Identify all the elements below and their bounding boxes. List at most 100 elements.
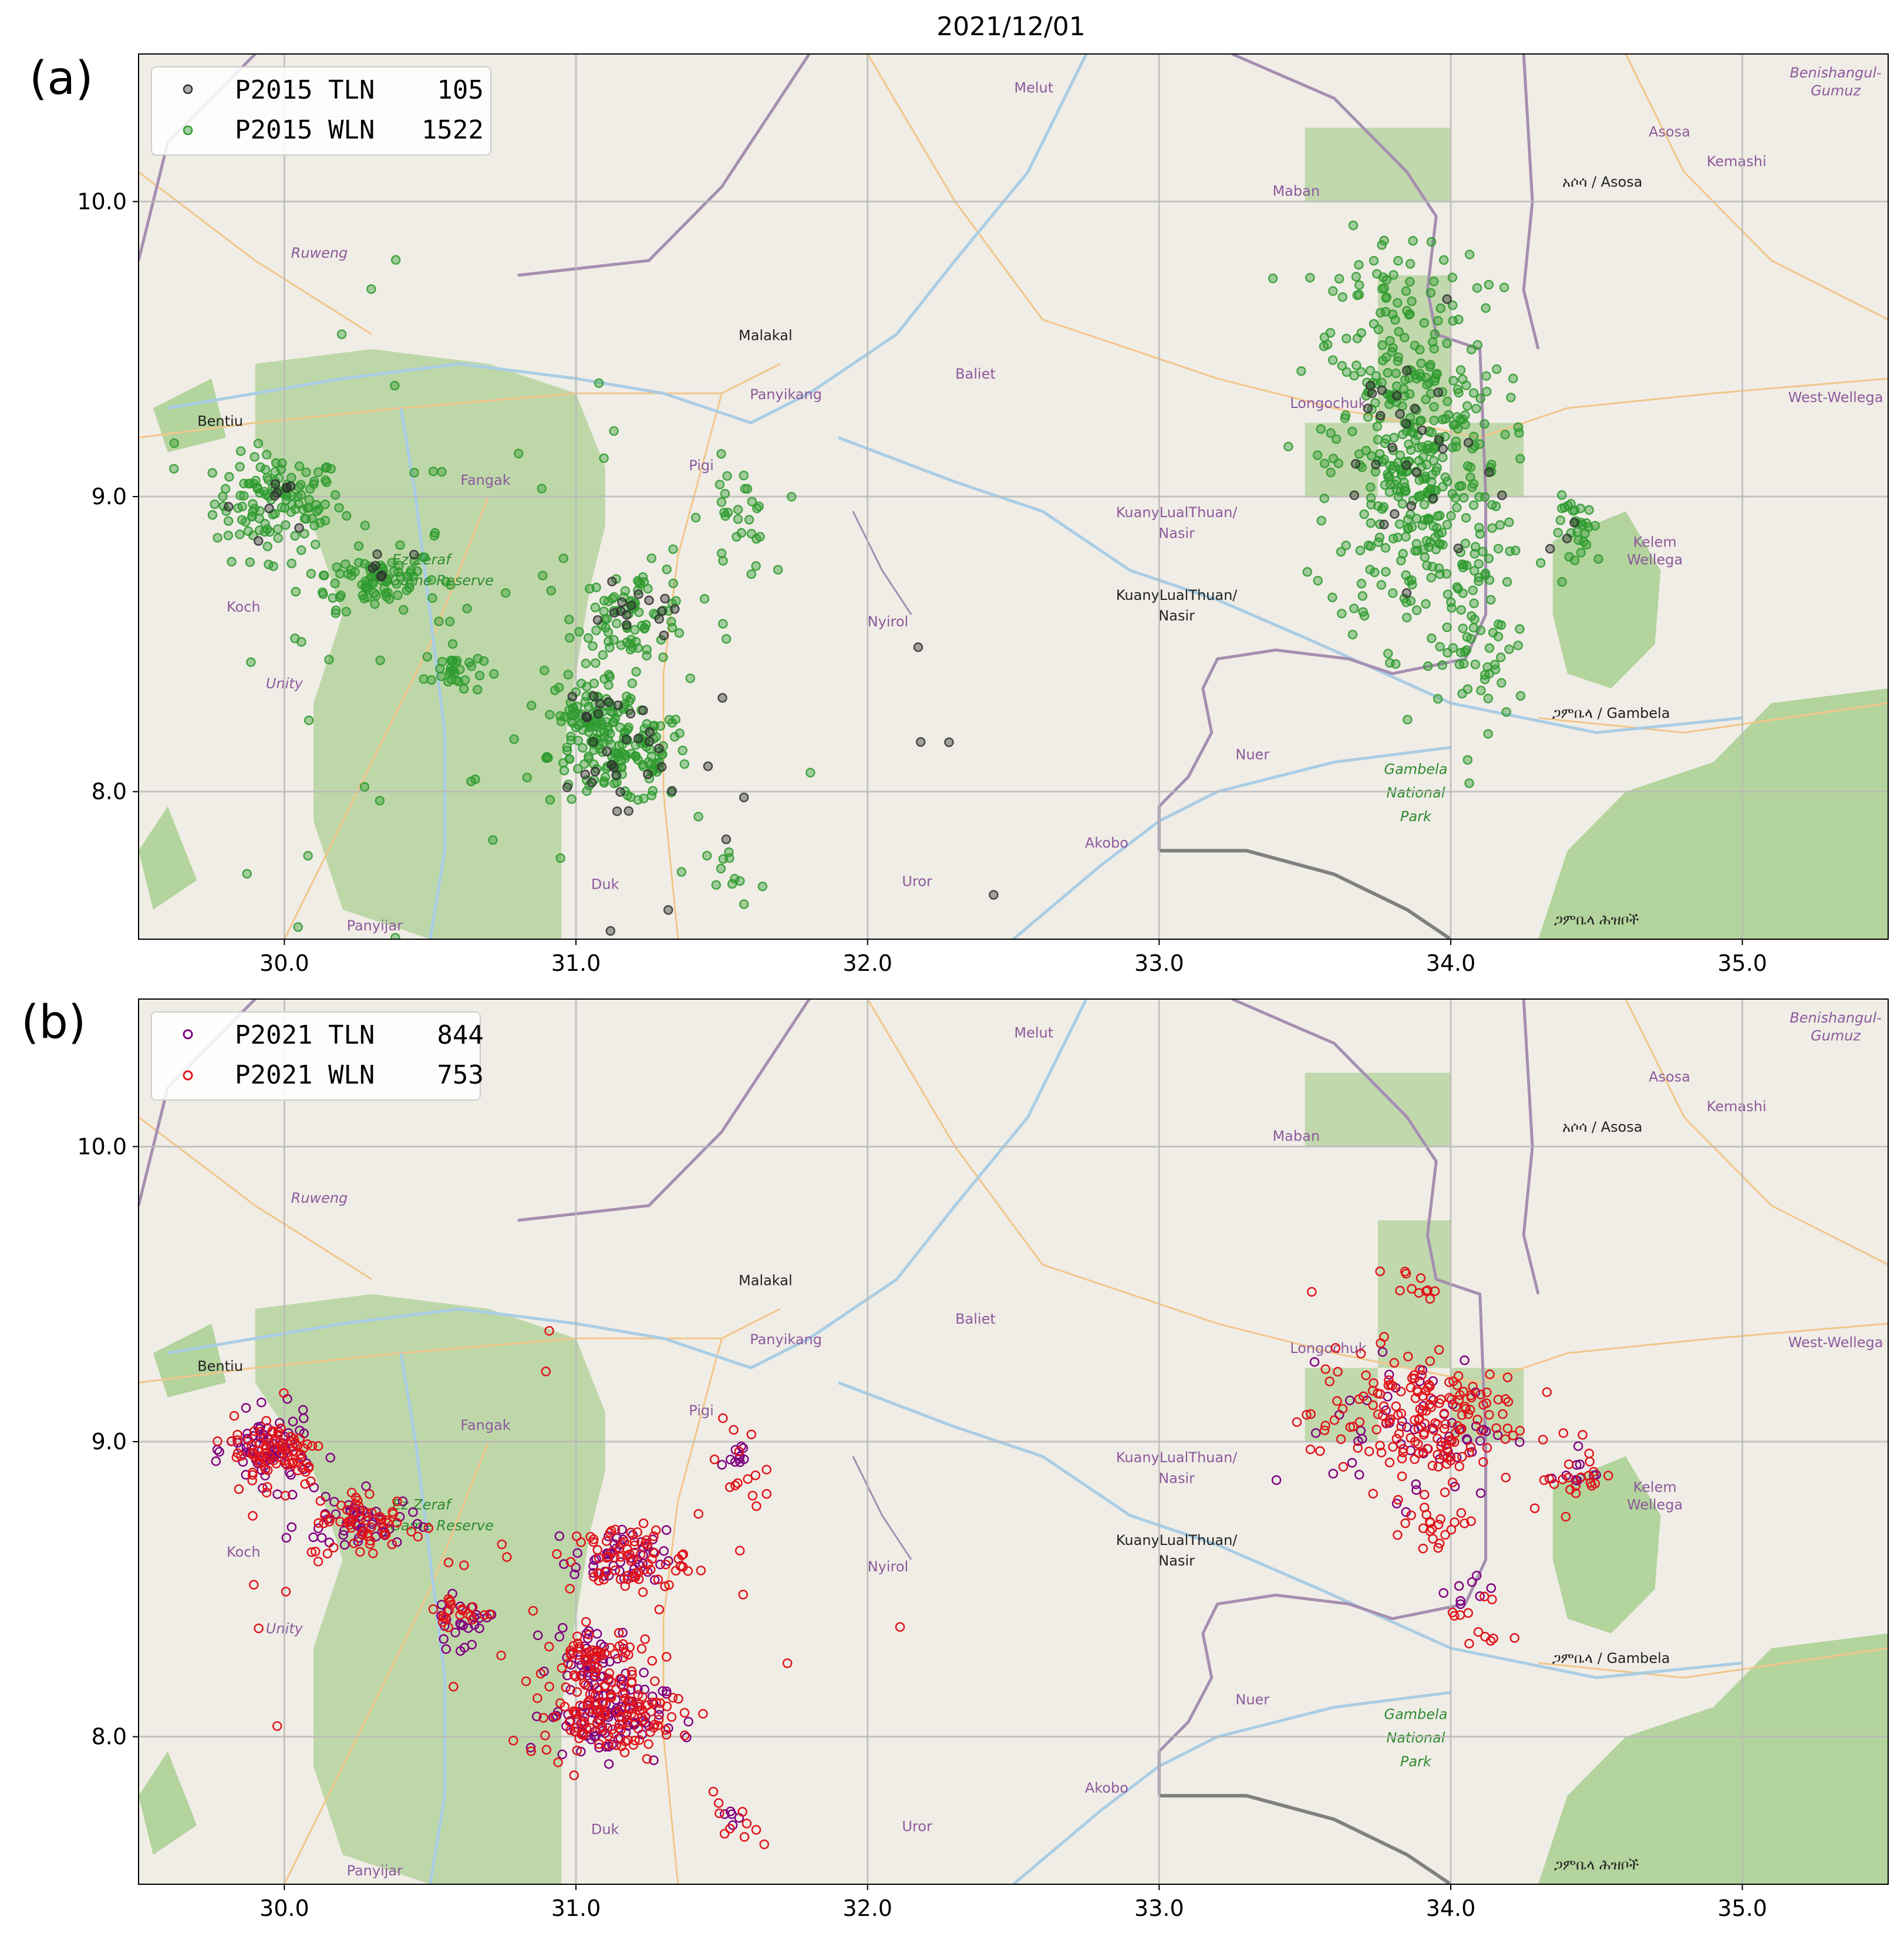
data-point-p2015-tln [989,890,999,900]
data-point-p2015-wln [1401,306,1412,316]
data-point-p2015-wln [1454,387,1464,398]
place-label: National [1386,785,1445,801]
data-point-p2021-wln [601,1536,612,1546]
data-point-p2015-tln [602,746,612,757]
data-point-p2015-wln [1373,325,1384,335]
data-point-p2021-tln [1486,1583,1497,1593]
data-point-p2015-wln [584,751,594,761]
data-point-p2021-tln [1347,1457,1357,1468]
data-point-p2015-wln [1379,283,1389,293]
data-point-p2015-tln [1371,460,1381,470]
x-tick-label: 32.0 [843,950,892,976]
data-point-p2021-wln [1484,1409,1494,1420]
data-point-p2015-tln [1497,490,1507,501]
data-point-p2021-wln [647,1656,658,1666]
data-point-p2021-wln [620,1736,631,1746]
data-point-p2015-wln [1347,426,1357,437]
data-point-p2015-wln [1438,255,1449,265]
data-point-p2021-wln [1542,1387,1552,1397]
place-label: Kelem [1633,1479,1677,1495]
data-point-p2021-wln [634,1735,645,1745]
data-point-p2015-wln [679,759,690,769]
data-point-p2015-wln [626,748,636,759]
data-point-p2015-wln [390,933,400,939]
data-point-p2015-tln [625,708,636,719]
data-point-p2021-wln [1487,1594,1497,1605]
data-point-p2021-wln [708,1787,719,1797]
place-label: Ruweng [291,245,348,261]
data-point-p2021-wln [654,1604,665,1615]
data-point-p2021-wln [1425,1294,1435,1304]
data-point-p2015-wln [747,497,757,507]
data-point-p2015-wln [306,569,316,579]
data-point-p2021-wln [261,1416,271,1426]
data-point-p2021-wln [262,1465,273,1475]
data-point-p2021-wln [1419,1490,1430,1500]
data-point-p2015-wln [304,715,314,726]
data-point-p2021-wln [633,1690,643,1700]
data-point-p2015-wln [1556,490,1567,500]
data-point-p2021-wln [761,1465,771,1475]
data-point-p2021-wln [606,1526,616,1536]
data-point-p2021-wln [645,1564,656,1575]
data-point-p2015-wln [668,544,678,554]
data-point-p2015-wln [1405,389,1415,399]
data-point-p2021-wln [1460,1519,1470,1529]
data-point-p2021-wln [428,1604,439,1614]
data-point-p2015-wln [441,576,451,587]
boundary-line [517,999,811,1222]
data-point-p2015-tln [1401,366,1412,376]
data-point-p2015-wln [746,569,757,579]
data-point-p2015-wln [262,473,272,483]
data-point-p2015-wln [1535,558,1546,568]
data-point-p2015-wln [1481,303,1491,313]
data-point-p2021-wln [227,1436,237,1446]
data-point-p2015-wln [1327,592,1337,603]
data-point-p2015-wln [1452,412,1462,422]
data-point-p2021-wln [264,1438,274,1448]
data-point-p2021-tln [633,1684,643,1694]
data-point-p2015-wln [646,553,657,564]
data-point-p2015-wln [245,557,255,567]
data-point-p2015-tln [1406,501,1416,511]
data-point-p2015-wln [1381,566,1391,577]
place-label: Ruweng [291,1190,348,1206]
data-point-p2021-wln [618,1652,629,1662]
data-point-p2015-wln [1358,607,1368,617]
data-point-p2021-wln [1410,1454,1420,1465]
data-point-p2015-wln [1484,554,1494,564]
data-point-p2015-tln [1428,493,1438,504]
data-point-p2021-wln [1571,1488,1581,1499]
data-point-p2015-wln [1460,538,1471,549]
data-point-p2015-wln [437,656,447,667]
data-point-p2021-wln [583,1697,593,1708]
data-point-p2021-wln [1544,1473,1555,1484]
data-point-p2021-tln [552,1706,563,1717]
data-point-p2015-wln [718,619,728,629]
data-point-p2021-wln [1354,1417,1365,1427]
data-point-p2015-wln [1472,283,1482,293]
data-point-p2021-wln [653,1715,664,1725]
data-point-p2015-tln [270,479,281,489]
data-point-p2015-wln [1438,452,1448,463]
data-point-p2021-wln [604,1674,614,1684]
data-point-p2015-wln [428,466,439,477]
data-point-p2015-wln [1443,647,1453,658]
data-point-p2015-wln [1480,419,1489,429]
data-point-p2015-wln [514,448,524,458]
data-point-p2021-tln [255,1421,266,1432]
data-point-p2015-tln [1363,403,1373,414]
data-point-p2021-wln [1442,1459,1452,1469]
data-point-p2021-wln [630,1735,640,1746]
river-line [663,54,1088,425]
data-point-p2015-tln [1442,294,1452,304]
data-point-p2015-tln [1434,435,1444,445]
green-area [1552,511,1661,689]
data-point-p2021-wln [282,1448,292,1458]
data-point-p2021-wln [615,1574,626,1584]
data-point-p2021-wln [1353,1443,1363,1453]
data-point-p2021-tln [241,1403,251,1413]
data-point-p2015-wln [1302,567,1312,577]
data-point-p2015-tln [1401,588,1412,598]
data-point-p2015-wln [462,603,472,614]
